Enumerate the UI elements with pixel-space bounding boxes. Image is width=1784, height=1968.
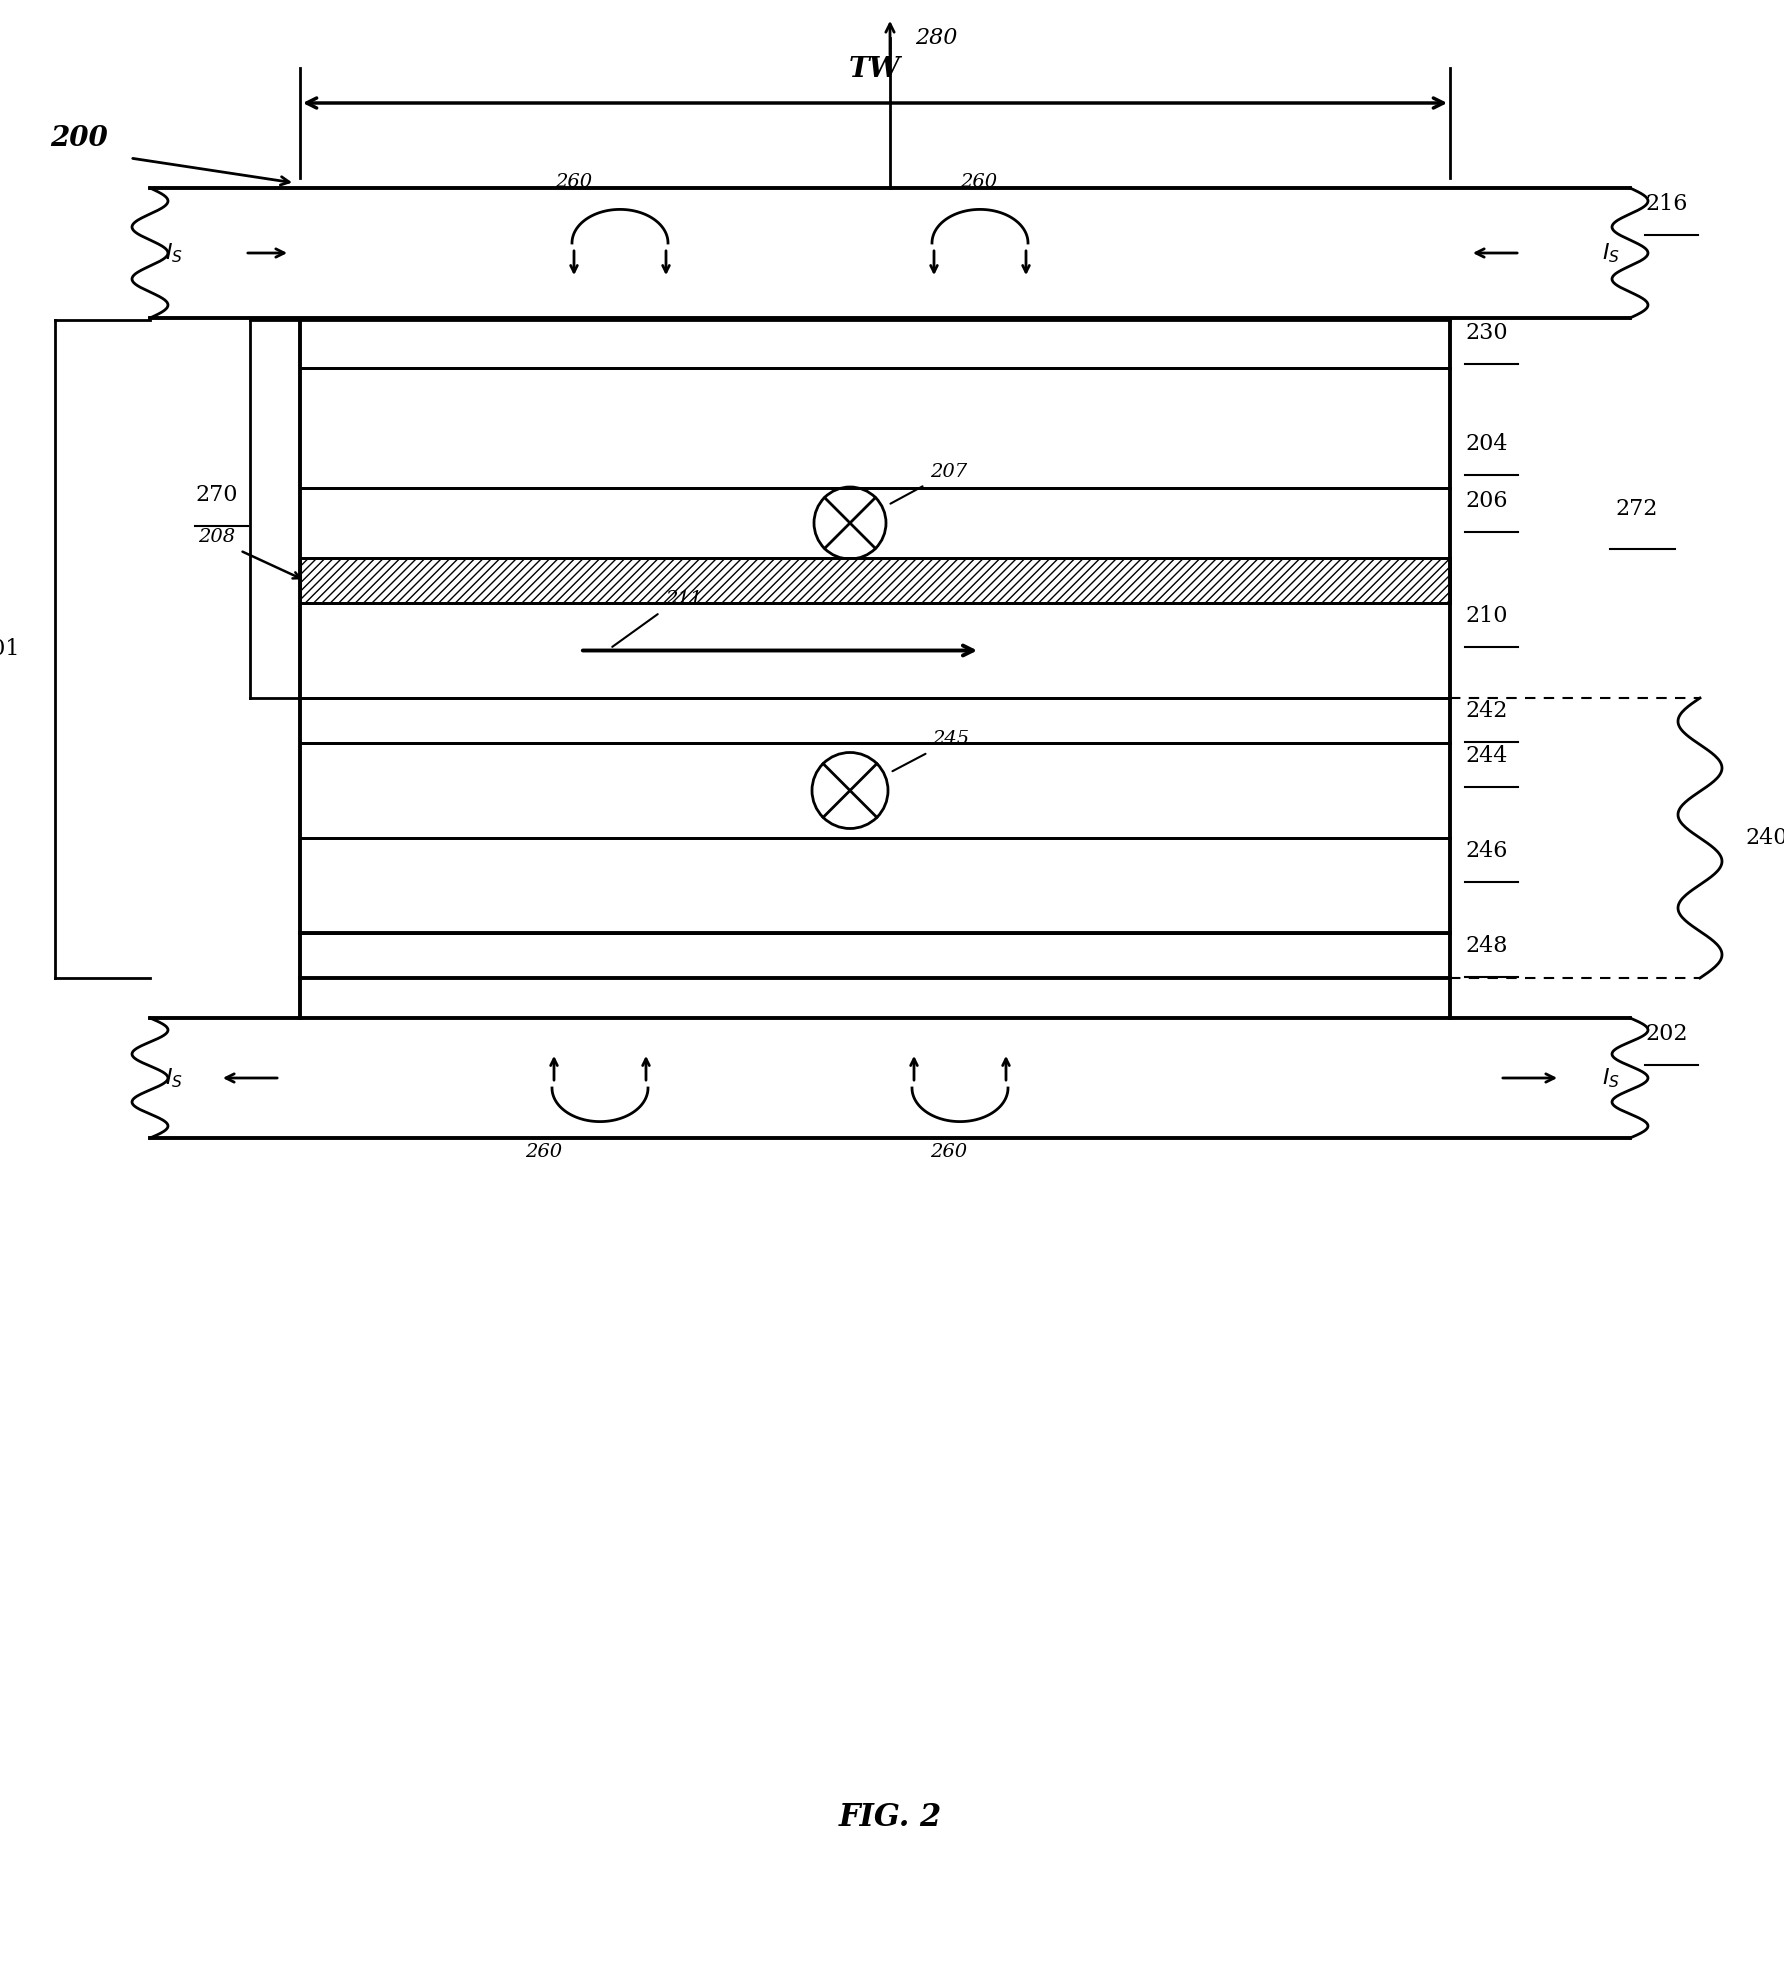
Text: 230: 230 <box>1465 323 1507 344</box>
Text: 240: 240 <box>1745 827 1784 848</box>
Text: $I_S$: $I_S$ <box>164 1067 184 1090</box>
Text: 206: 206 <box>1465 490 1507 512</box>
Text: 260: 260 <box>524 1143 562 1161</box>
Bar <box>300 559 1450 602</box>
Text: 207: 207 <box>929 462 967 480</box>
Text: TW: TW <box>849 55 901 83</box>
Text: 260: 260 <box>929 1143 967 1161</box>
Text: 242: 242 <box>1465 701 1507 722</box>
Text: 245: 245 <box>931 730 969 748</box>
Text: 210: 210 <box>1465 604 1507 628</box>
Text: 270: 270 <box>194 484 237 506</box>
Text: 208: 208 <box>198 527 235 545</box>
Text: 260: 260 <box>555 173 592 191</box>
Text: 201: 201 <box>0 638 20 659</box>
Text: 280: 280 <box>915 28 958 49</box>
Text: 202: 202 <box>1645 1023 1688 1045</box>
Text: 211: 211 <box>665 590 703 608</box>
Text: FIG. 2: FIG. 2 <box>838 1803 942 1834</box>
Text: 246: 246 <box>1465 840 1507 862</box>
Text: 260: 260 <box>960 173 997 191</box>
Text: $I_S$: $I_S$ <box>1602 1067 1620 1090</box>
Text: 204: 204 <box>1465 433 1507 455</box>
Text: 216: 216 <box>1645 193 1688 215</box>
Text: $I_S$: $I_S$ <box>164 242 184 266</box>
Text: 272: 272 <box>1615 498 1657 520</box>
Text: 244: 244 <box>1465 746 1507 768</box>
Text: 200: 200 <box>50 124 107 152</box>
Text: 248: 248 <box>1465 935 1507 956</box>
Text: $I_S$: $I_S$ <box>1602 242 1620 266</box>
